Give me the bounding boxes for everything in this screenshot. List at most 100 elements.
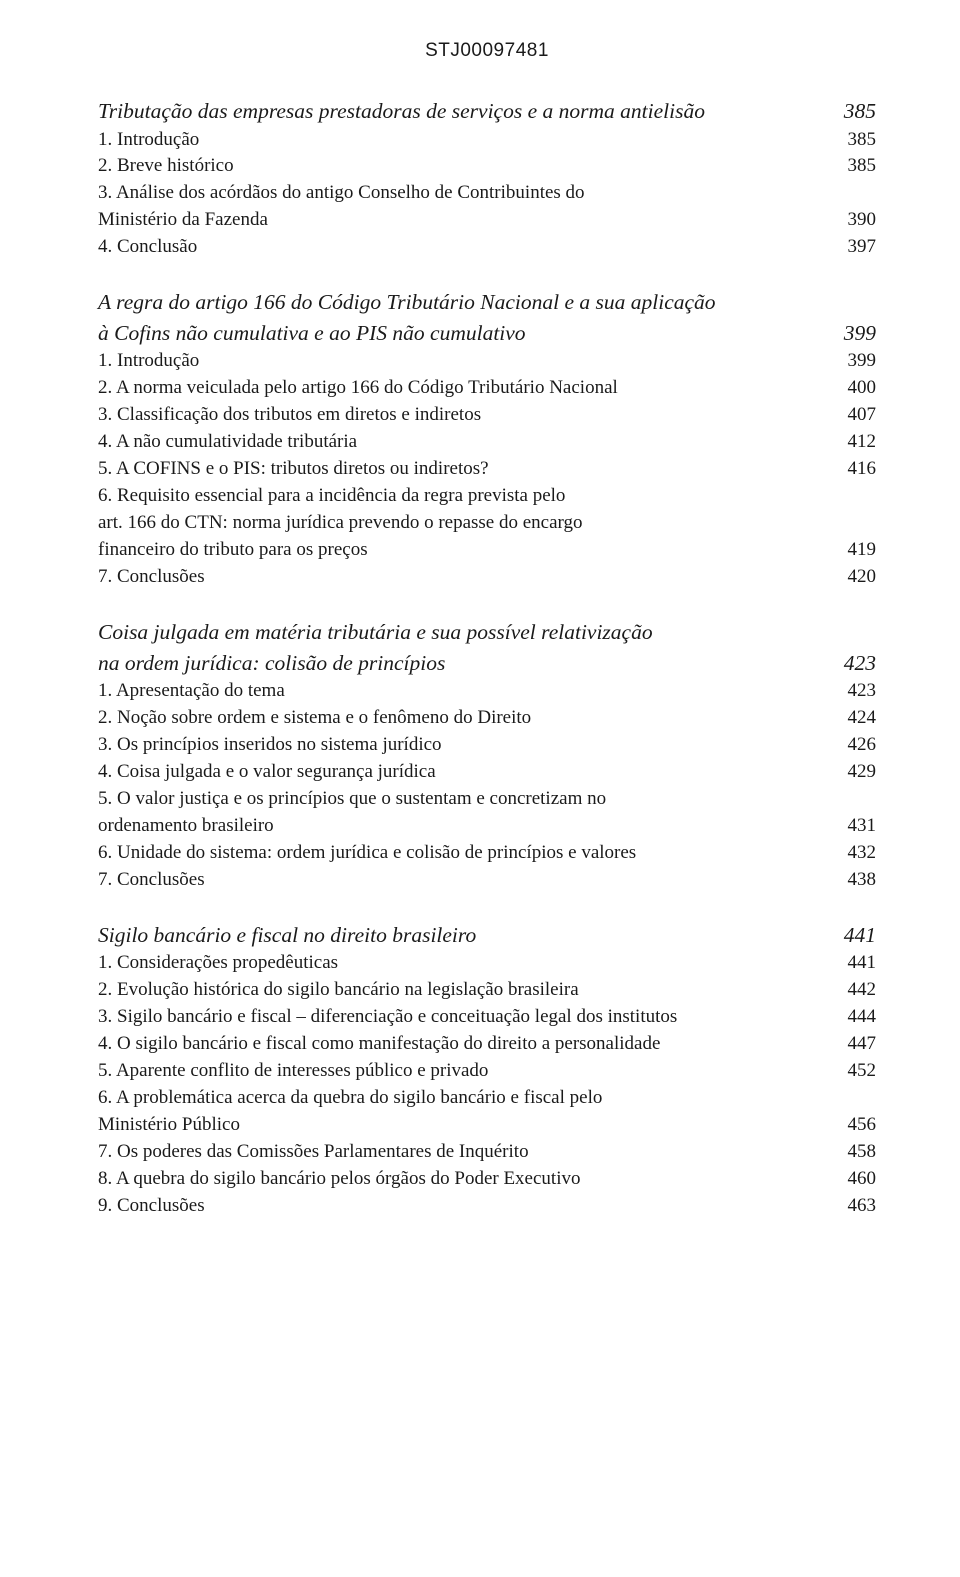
section-title: Sigilo bancário e fiscal no direito bras… (98, 920, 828, 951)
toc-entry-page: 456 (848, 1112, 877, 1139)
toc-entry-page: 397 (828, 234, 876, 261)
toc-entry-label: 6. Unidade do sistema: ordem jurídica e … (98, 840, 828, 867)
document-code-header: STJ00097481 (98, 40, 876, 62)
toc-entry-page: 463 (828, 1193, 876, 1220)
toc-entry: 1. Considerações propedêuticas441 (98, 950, 876, 977)
toc-entry-last-line: financeiro do tributo para os preços 419 (98, 537, 876, 564)
section-title-row: Sigilo bancário e fiscal no direito bras… (98, 920, 876, 951)
toc-entry-label: 1. Introdução (98, 127, 828, 154)
toc-entry-label: 3. Sigilo bancário e fiscal – diferencia… (98, 1004, 828, 1031)
toc-entry: 4. Coisa julgada e o valor segurança jur… (98, 759, 876, 786)
section-title: à Cofins não cumulativa e ao PIS não cum… (98, 318, 526, 349)
toc-entry-page: 419 (848, 537, 877, 564)
toc-entry-page: 420 (828, 564, 876, 591)
toc-entry-page: 460 (828, 1166, 876, 1193)
toc-entry: 6. Requisito essencial para a incidência… (98, 483, 876, 564)
toc-entry-last-line: Ministério Público 456 (98, 1112, 876, 1139)
section-title-page: 441 (828, 920, 876, 951)
toc-entry-page: 458 (828, 1139, 876, 1166)
toc-entry-label: ordenamento brasileiro (98, 813, 274, 840)
toc-entry-page: 385 (828, 127, 876, 154)
toc-entry-label: 2. Breve histórico (98, 153, 828, 180)
toc-entry-label: 7. Conclusões (98, 867, 828, 894)
toc-entry: 7. Os poderes das Comissões Parlamentare… (98, 1139, 876, 1166)
toc-entry-page: 416 (828, 456, 876, 483)
toc-entry-label: 3. Classificação dos tributos em diretos… (98, 402, 828, 429)
toc-entry-page: 441 (828, 950, 876, 977)
toc-entry-label: Ministério Público (98, 1112, 240, 1139)
toc-entry: 5. Aparente conflito de interesses públi… (98, 1058, 876, 1085)
section-title-last-line: na ordem jurídica: colisão de princípios… (98, 648, 876, 679)
toc-entry: 8. A quebra do sigilo bancário pelos órg… (98, 1166, 876, 1193)
toc-entry-page: 452 (828, 1058, 876, 1085)
toc-entry-label: 1. Considerações propedêuticas (98, 950, 828, 977)
table-of-contents: Tributação das empresas prestadoras de s… (98, 96, 876, 1220)
toc-section: Coisa julgada em matéria tributária e su… (98, 617, 876, 894)
toc-section: Sigilo bancário e fiscal no direito bras… (98, 920, 876, 1220)
toc-entry-page: 444 (828, 1004, 876, 1031)
toc-entry-page: 423 (828, 678, 876, 705)
toc-section: Tributação das empresas prestadoras de s… (98, 96, 876, 261)
toc-entry: 2. Evolução histórica do sigilo bancário… (98, 977, 876, 1004)
section-title-row: Coisa julgada em matéria tributária e su… (98, 617, 876, 678)
toc-entry-label: 2. Noção sobre ordem e sistema e o fenôm… (98, 705, 828, 732)
toc-entry-page: 429 (828, 759, 876, 786)
toc-entry-label: 5. A COFINS e o PIS: tributos diretos ou… (98, 456, 828, 483)
toc-entry-label: 2. A norma veiculada pelo artigo 166 do … (98, 375, 828, 402)
toc-entry-label: 4. O sigilo bancário e fiscal como manif… (98, 1031, 828, 1058)
toc-entry-page: 438 (828, 867, 876, 894)
toc-entry-label: 7. Os poderes das Comissões Parlamentare… (98, 1139, 828, 1166)
section-title-page: 423 (844, 648, 876, 679)
toc-entry-page: 432 (828, 840, 876, 867)
toc-entry: 1. Introdução399 (98, 348, 876, 375)
toc-entry-label: financeiro do tributo para os preços (98, 537, 368, 564)
toc-entry-line: 6. A problemática acerca da quebra do si… (98, 1085, 876, 1112)
toc-entry-page: 447 (828, 1031, 876, 1058)
toc-entry: 7. Conclusões438 (98, 867, 876, 894)
toc-entry-label: 8. A quebra do sigilo bancário pelos órg… (98, 1166, 828, 1193)
toc-entry-label: 7. Conclusões (98, 564, 828, 591)
toc-entry: 7. Conclusões420 (98, 564, 876, 591)
toc-entry-label: 3. Os princípios inseridos no sistema ju… (98, 732, 828, 759)
section-title-last-line: à Cofins não cumulativa e ao PIS não cum… (98, 318, 876, 349)
toc-entry: 2. Noção sobre ordem e sistema e o fenôm… (98, 705, 876, 732)
section-title-row: Tributação das empresas prestadoras de s… (98, 96, 876, 127)
toc-entry: 6. A problemática acerca da quebra do si… (98, 1085, 876, 1139)
toc-entry-label: 4. Coisa julgada e o valor segurança jur… (98, 759, 828, 786)
toc-entry-label: 2. Evolução histórica do sigilo bancário… (98, 977, 828, 1004)
section-title-row: A regra do artigo 166 do Código Tributár… (98, 287, 876, 348)
toc-entry-label: 5. Aparente conflito de interesses públi… (98, 1058, 828, 1085)
section-title-line: A regra do artigo 166 do Código Tributár… (98, 287, 876, 318)
toc-entry-label: 4. A não cumulatividade tributária (98, 429, 828, 456)
section-title: na ordem jurídica: colisão de princípios (98, 648, 445, 679)
toc-entry-page: 400 (828, 375, 876, 402)
toc-entry: 6. Unidade do sistema: ordem jurídica e … (98, 840, 876, 867)
toc-entry-label: 9. Conclusões (98, 1193, 828, 1220)
toc-entry-line: 6. Requisito essencial para a incidência… (98, 483, 876, 510)
toc-entry-page: 390 (848, 207, 877, 234)
toc-entry: 4. A não cumulatividade tributária412 (98, 429, 876, 456)
toc-entry: 3. Classificação dos tributos em diretos… (98, 402, 876, 429)
toc-entry-page: 431 (848, 813, 877, 840)
toc-entry: 3. Os princípios inseridos no sistema ju… (98, 732, 876, 759)
section-title-page: 385 (828, 96, 876, 127)
toc-entry-last-line: Ministério da Fazenda390 (98, 207, 876, 234)
toc-section: A regra do artigo 166 do Código Tributár… (98, 287, 876, 591)
toc-entry: 3. Sigilo bancário e fiscal – diferencia… (98, 1004, 876, 1031)
toc-entry: 1. Introdução385 (98, 127, 876, 154)
toc-entry: 1. Apresentação do tema423 (98, 678, 876, 705)
toc-entry: 4. O sigilo bancário e fiscal como manif… (98, 1031, 876, 1058)
toc-entry-page: 385 (828, 153, 876, 180)
toc-entry-label: 1. Introdução (98, 348, 828, 375)
toc-entry: 4. Conclusão397 (98, 234, 876, 261)
toc-entry-last-line: ordenamento brasileiro 431 (98, 813, 876, 840)
section-title-line: Coisa julgada em matéria tributária e su… (98, 617, 876, 648)
toc-entry-page: 407 (828, 402, 876, 429)
toc-entry-label: 1. Apresentação do tema (98, 678, 828, 705)
toc-entry-label: 4. Conclusão (98, 234, 828, 261)
toc-entry: 2. Breve histórico385 (98, 153, 876, 180)
toc-entry-line: art. 166 do CTN: norma jurídica prevendo… (98, 510, 876, 537)
toc-entry-line: 5. O valor justiça e os princípios que o… (98, 786, 876, 813)
toc-entry-page: 424 (828, 705, 876, 732)
toc-entry-page: 412 (828, 429, 876, 456)
